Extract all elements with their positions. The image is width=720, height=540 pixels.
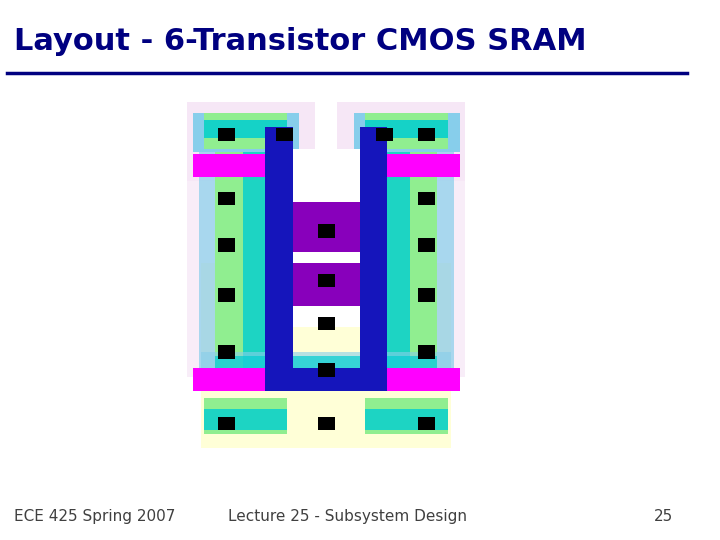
Bar bbox=[217, 238, 235, 252]
Bar bbox=[318, 416, 335, 430]
Bar bbox=[217, 416, 235, 430]
Text: ECE 425 Spring 2007: ECE 425 Spring 2007 bbox=[14, 509, 175, 524]
Bar bbox=[187, 181, 293, 377]
Bar bbox=[217, 128, 235, 141]
Bar bbox=[293, 202, 359, 252]
Bar bbox=[318, 224, 335, 238]
Bar bbox=[418, 238, 435, 252]
Bar bbox=[215, 355, 437, 373]
Bar bbox=[365, 113, 449, 149]
Bar bbox=[204, 113, 287, 149]
Bar bbox=[418, 416, 435, 430]
Bar bbox=[187, 103, 315, 181]
Bar bbox=[265, 368, 387, 391]
Bar bbox=[193, 154, 459, 177]
Bar bbox=[215, 152, 276, 377]
Bar bbox=[202, 263, 451, 448]
Bar bbox=[359, 127, 387, 377]
Bar bbox=[276, 128, 293, 141]
Bar bbox=[193, 368, 459, 391]
Bar bbox=[418, 192, 435, 206]
Text: Layout - 6-Transistor CMOS SRAM: Layout - 6-Transistor CMOS SRAM bbox=[14, 27, 587, 56]
Bar bbox=[376, 128, 393, 141]
Bar bbox=[243, 152, 265, 377]
Bar bbox=[365, 120, 449, 138]
Bar bbox=[318, 274, 335, 287]
Bar bbox=[193, 113, 299, 152]
Bar bbox=[199, 152, 243, 377]
Text: Lecture 25 - Subsystem Design: Lecture 25 - Subsystem Design bbox=[228, 509, 467, 524]
Bar bbox=[354, 113, 459, 152]
Bar bbox=[293, 263, 359, 306]
Bar bbox=[418, 128, 435, 141]
Bar bbox=[318, 316, 335, 330]
Bar bbox=[217, 288, 235, 302]
Bar bbox=[410, 152, 454, 377]
Bar bbox=[265, 127, 293, 377]
Bar bbox=[204, 409, 287, 430]
Bar bbox=[359, 181, 465, 377]
Bar bbox=[338, 103, 465, 181]
Bar bbox=[418, 288, 435, 302]
Bar bbox=[365, 409, 449, 430]
Bar bbox=[387, 152, 410, 377]
Bar bbox=[318, 363, 335, 376]
Bar bbox=[204, 399, 287, 434]
Bar bbox=[365, 399, 449, 434]
Bar bbox=[202, 352, 451, 377]
Text: 25: 25 bbox=[654, 509, 673, 524]
Bar bbox=[217, 192, 235, 206]
Bar bbox=[377, 152, 437, 377]
Bar bbox=[418, 345, 435, 359]
Bar bbox=[217, 345, 235, 359]
Bar bbox=[293, 149, 359, 327]
Bar bbox=[204, 120, 287, 138]
